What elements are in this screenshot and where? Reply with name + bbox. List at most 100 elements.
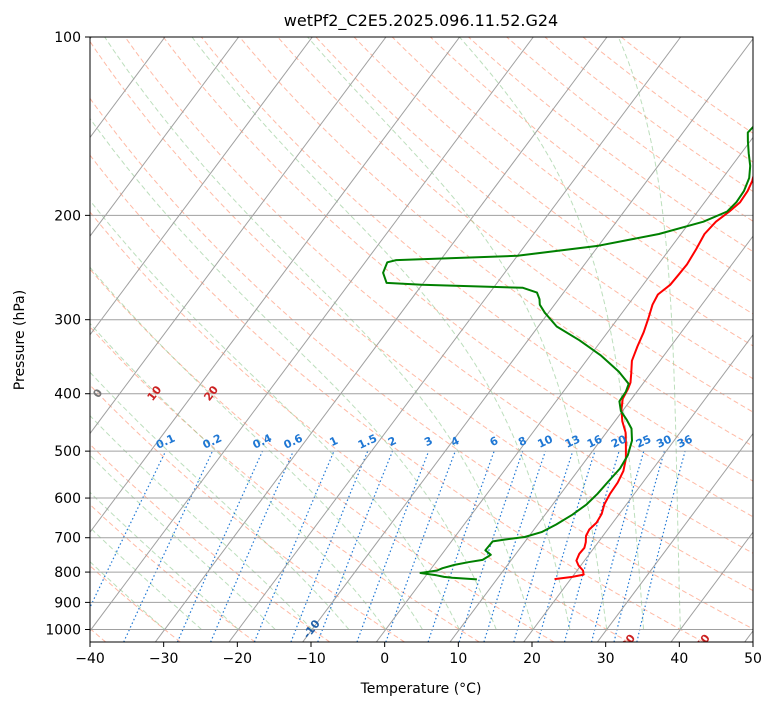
x-tick-label: 10 xyxy=(449,651,467,667)
mixing-ratio-line xyxy=(90,450,167,609)
moist-adiabat-line xyxy=(90,491,239,630)
isotherm-line xyxy=(90,37,313,336)
y-tick-label: 400 xyxy=(54,387,81,403)
dry-adiabat-label: 30 xyxy=(618,631,638,651)
mixing-ratio-line xyxy=(427,450,495,642)
isotherm-line xyxy=(90,37,240,237)
isotherm-line xyxy=(449,235,753,642)
y-tick-label: 800 xyxy=(54,565,81,581)
moist-adiabat-line xyxy=(90,322,387,630)
dry-adiabat-line xyxy=(90,211,629,642)
x-tick-label: 50 xyxy=(744,651,762,667)
mixing-ratio-label: 10 xyxy=(536,432,556,450)
mixing-ratio-label: 4 xyxy=(449,434,462,449)
mixing-ratio-line xyxy=(317,450,394,642)
mixing-ratio-label: 3 xyxy=(422,434,434,449)
moist-adiabat-line xyxy=(191,37,571,630)
mixing-ratio-label: 36 xyxy=(675,432,695,450)
mixing-ratio-label: 0.2 xyxy=(201,432,224,452)
mixing-ratio-label: 0.4 xyxy=(251,431,274,451)
dry-adiabat-line xyxy=(90,503,256,642)
dry-adiabat-line xyxy=(90,97,753,630)
y-tick-label: 200 xyxy=(54,208,81,224)
chart-title: wetPf2_C2E5.2025.096.11.52.G24 xyxy=(284,11,558,31)
mixing-ratio-label: 8 xyxy=(516,434,528,449)
dry-adiabat-line xyxy=(391,37,753,315)
x-tick-label: 40 xyxy=(670,651,688,667)
dry-adiabat-label: 40 xyxy=(693,631,713,651)
mixing-ratio-label: 2 xyxy=(386,434,398,449)
mixing-ratio-label: 0.6 xyxy=(282,431,305,451)
mixing-ratio-line xyxy=(385,450,456,642)
y-tick-label: 1000 xyxy=(45,623,81,639)
x-tick-label: −10 xyxy=(296,651,326,667)
mixing-ratio-label: 13 xyxy=(563,433,582,451)
isotherm-line xyxy=(375,136,753,642)
isotherm-line xyxy=(90,37,534,632)
plot-frame xyxy=(89,36,754,643)
x-tick-label: −20 xyxy=(223,651,253,667)
mixing-ratio-line xyxy=(210,450,294,642)
x-tick-label: −40 xyxy=(75,651,105,667)
moist-adiabat-line xyxy=(90,371,350,630)
dry-adiabat-line xyxy=(353,37,753,347)
x-tick-label: 30 xyxy=(597,651,615,667)
x-axis-label: Temperature (°C) xyxy=(360,681,482,697)
dry-adiabat-line xyxy=(90,326,480,642)
mixing-ratio-line xyxy=(613,450,665,642)
mixing-ratio-label: 1 xyxy=(328,434,340,449)
moist-adiabat-line xyxy=(90,526,202,630)
mixing-ratio-line xyxy=(483,450,546,642)
dry-adiabat-line xyxy=(201,37,753,482)
isotherm-line xyxy=(670,531,753,642)
moist-adiabat-line xyxy=(90,454,276,630)
x-tick-label: −30 xyxy=(149,651,179,667)
mixing-ratio-line xyxy=(590,450,645,642)
mixing-ratio-line xyxy=(537,450,596,642)
y-axis-label: Pressure (hPa) xyxy=(12,290,28,390)
moist-adiabat-line xyxy=(90,266,423,630)
moist-adiabat-line xyxy=(617,37,681,630)
isotherm-line xyxy=(90,37,387,435)
isotherm-line xyxy=(228,37,682,642)
dry-adiabat-line xyxy=(468,37,753,253)
y-tick-label: 700 xyxy=(54,531,81,547)
x-tick-label: 0 xyxy=(380,651,389,667)
y-tick-label: 500 xyxy=(54,444,81,460)
dry-adiabat-line xyxy=(90,565,181,642)
dry-adiabat-line xyxy=(315,37,753,380)
profile-lines xyxy=(382,125,753,581)
mixing-ratio-label: 0.1 xyxy=(154,432,177,452)
mixing-ratio-line xyxy=(176,450,264,642)
x-tick-label: 20 xyxy=(523,651,541,667)
background-lines xyxy=(90,37,753,642)
dry-adiabat-line xyxy=(90,443,331,642)
dry-adiabat-line xyxy=(90,268,555,642)
dry-adiabat-line xyxy=(90,154,704,642)
line-labels: -100-90-80-70-60-50-40-30-20-10010203040… xyxy=(90,383,713,651)
mixing-ratio-label: 30 xyxy=(654,432,674,450)
moist-adiabat-line xyxy=(459,37,644,630)
mixing-ratio-label: 25 xyxy=(634,433,653,451)
y-tick-label: 900 xyxy=(54,595,81,611)
mixing-ratio-label: 20 xyxy=(609,432,629,450)
temperature-profile-line xyxy=(554,173,753,581)
mixing-ratio-line xyxy=(290,450,369,642)
isotherm-line xyxy=(154,37,608,642)
dry-adiabat-line xyxy=(162,37,753,518)
y-tick-label: 100 xyxy=(54,30,81,46)
y-tick-label: 600 xyxy=(54,491,81,507)
dry-adiabat-line xyxy=(90,40,753,592)
dry-adiabat-line xyxy=(239,37,753,447)
mixing-ratio-line xyxy=(513,450,574,642)
axes: −40 −30 −20 −10 0 10 20 30 40 50 100 200 300 400 500 60… xyxy=(45,30,762,667)
mixing-ratio-label: 1.5 xyxy=(356,432,379,452)
y-tick-label: 300 xyxy=(54,313,81,329)
dewpoint-profile-line xyxy=(382,125,753,581)
mixing-ratio-line xyxy=(458,450,524,642)
moist-adiabat-line xyxy=(90,117,497,630)
isotherm-line xyxy=(90,37,461,534)
mixing-ratio-label: 16 xyxy=(585,432,605,450)
